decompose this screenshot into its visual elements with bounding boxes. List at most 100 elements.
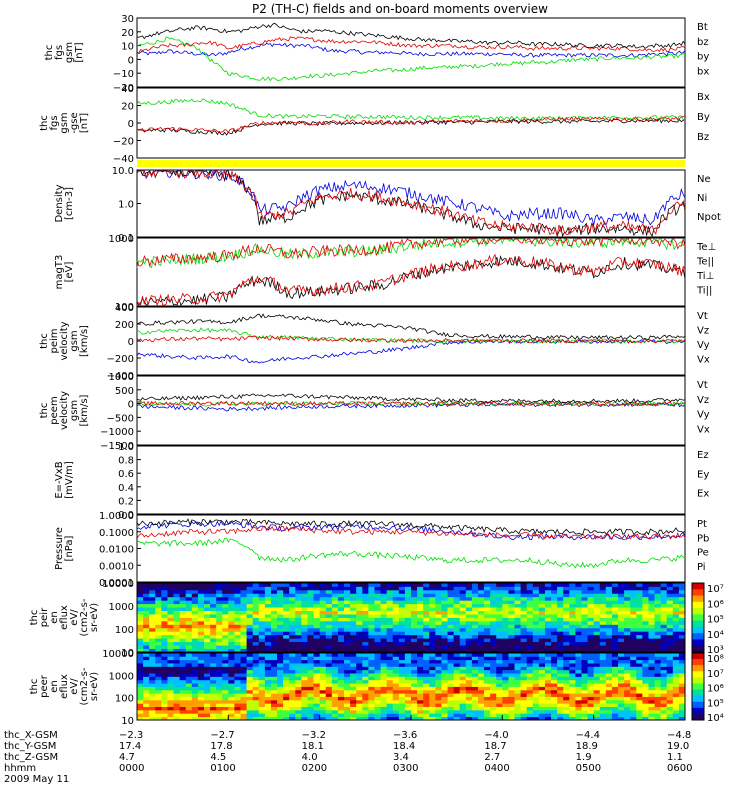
heatmap-cell [569,703,576,707]
heatmap-cell [447,617,455,622]
heatmap-cell [337,593,345,598]
heatmap-cell [447,589,455,594]
heatmap-cell [252,627,260,632]
heatmap-cell [538,656,546,661]
heatmap-cell [362,631,369,636]
heatmap-cell [648,659,655,664]
heatmap-cell [307,607,314,611]
heatmap-cell [161,709,168,714]
heatmap-cell [532,699,540,704]
heatmap-cell [417,679,424,684]
heatmap-cell [137,689,144,694]
heatmap-cell [307,617,314,622]
y-axis-label: [nT] [79,113,90,133]
heatmap-cell [508,706,515,711]
heatmap-cell [490,706,497,711]
heatmap-cell [618,699,625,704]
heatmap-cell [252,593,260,598]
heatmap-cell [277,634,284,639]
heatmap-cell [484,627,491,632]
heatmap-cell [581,663,588,667]
legend-Vz: Vz [697,395,709,406]
heatmap-cell [477,669,485,674]
heatmap-cell [185,607,193,611]
heatmap-cell [624,716,631,721]
heatmap-cell [514,683,521,687]
heatmap-cell [544,683,552,687]
heatmap-cell [179,673,187,677]
heatmap-cell [173,638,181,643]
heatmap-cell [532,603,540,608]
heatmap-cell [636,673,643,677]
heatmap-cell [404,706,412,711]
heatmap-cell [526,624,534,629]
heatmap-cell [149,693,156,697]
heatmap-cell [155,614,162,618]
heatmap-cell [344,669,351,674]
heatmap-cell [191,699,199,704]
heatmap-cell [581,641,588,646]
heatmap-cell [392,634,400,639]
heatmap-cell [417,610,424,615]
heatmap-cell [234,624,241,629]
heatmap-cell [587,583,595,587]
heatmap-cell [423,659,430,664]
heatmap-cell [453,596,461,601]
heatmap-cell [544,653,552,657]
heatmap-cell [441,709,448,714]
heatmap-cell [648,676,655,681]
heatmap-cell [374,673,381,677]
heatmap-cell [191,631,199,636]
heatmap-cell [137,699,144,704]
heatmap-cell [404,709,412,714]
heatmap-cell [678,634,686,639]
heatmap-cell [660,659,668,664]
heatmap-cell [678,641,686,646]
heatmap-cell [203,686,211,691]
heatmap-cell [678,693,686,697]
heatmap-cell [593,624,601,629]
heatmap-cell [447,693,455,697]
y-axis-label: (cm2-s- [79,667,90,705]
heatmap-cell [557,641,564,646]
heatmap-cell [611,653,619,657]
heatmap-cell [386,699,394,704]
heatmap-cell [374,716,381,721]
heatmap-cell [636,669,643,674]
heatmap-cell [569,669,576,674]
heatmap-cell [624,624,631,629]
heatmap-cell [441,583,448,587]
heatmap-cell [471,653,479,657]
y-tick-label: −20 [113,137,134,148]
heatmap-cell [155,713,162,718]
x-row-value: 17.8 [210,741,232,752]
heatmap-cell [648,703,655,707]
heatmap-cell [191,693,199,697]
heatmap-cell [222,589,229,594]
heatmap-cell [557,669,564,674]
heatmap-cell [222,696,229,701]
heatmap-cell [240,656,247,661]
heatmap-cell [167,683,174,687]
heatmap-cell [240,713,247,718]
heatmap-cell [447,716,455,721]
heatmap-cell [143,648,150,653]
heatmap-cell [398,638,406,643]
y-tick-label: 10.0 [112,166,134,177]
colorbar-tick: 10⁶ [707,599,724,610]
heatmap-cell [356,676,363,681]
heatmap-cell [264,603,272,608]
heatmap-cell [167,706,174,711]
heatmap-cell [264,600,272,605]
heatmap-cell [240,659,247,664]
heatmap-cell [301,689,308,694]
heatmap-cell [471,716,479,721]
heatmap-cell [569,689,576,694]
heatmap-cell [210,596,217,601]
heatmap-cell [337,648,345,653]
heatmap-cell [514,607,521,611]
heatmap-cell [191,641,199,646]
heatmap-cell [453,656,461,661]
